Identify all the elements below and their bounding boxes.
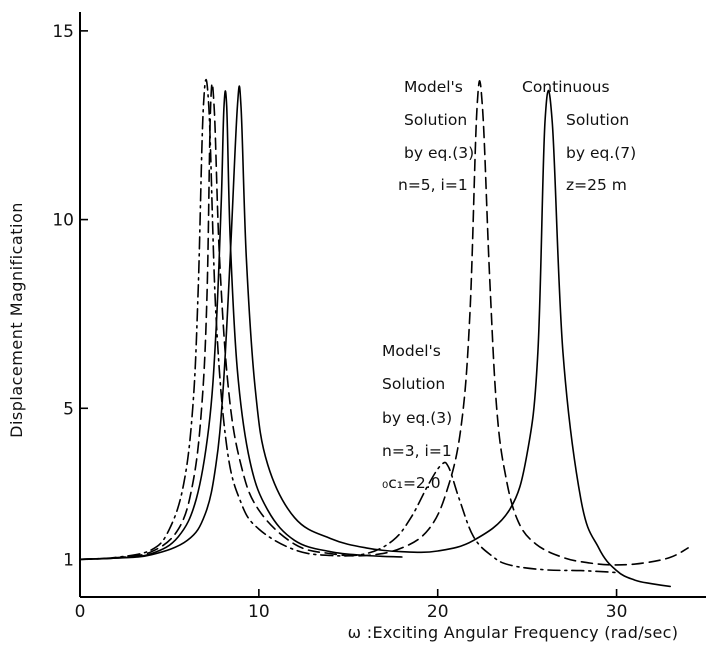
annotation-line: n=5, i=1 bbox=[398, 176, 468, 194]
x-tick-label: 30 bbox=[606, 602, 628, 622]
x-tick-label: 20 bbox=[427, 602, 449, 622]
annotation-line: by eq.(3) bbox=[404, 144, 474, 162]
y-tick-label: 1 bbox=[63, 550, 74, 570]
annotation-continuous: Continuous Solution by eq.(7) z=25 m bbox=[522, 78, 636, 194]
annotation-model-n3: Model's Solution by eq.(3) n=3, i=1 ₀c₁=… bbox=[382, 342, 452, 492]
x-ticks: 0 10 20 30 bbox=[75, 589, 628, 622]
x-axis-label: ω :Exciting Angular Frequency (rad/sec) bbox=[348, 623, 679, 642]
series-line-1 bbox=[79, 85, 671, 588]
annotation-model-n5: Model's Solution by eq.(3) n=5, i=1 bbox=[398, 78, 474, 194]
series bbox=[79, 79, 689, 588]
annotation-line: by eq.(3) bbox=[382, 409, 452, 427]
annotation-line: Solution bbox=[382, 375, 445, 393]
y-axis-label: Displacement Magnification bbox=[7, 202, 26, 438]
annotation-line: z=25 m bbox=[566, 176, 627, 194]
y-tick-label: 15 bbox=[52, 22, 74, 42]
x-tick-label: 0 bbox=[75, 602, 86, 622]
y-tick-label: 5 bbox=[63, 399, 74, 419]
annotation-line: Model's bbox=[404, 78, 463, 96]
series-line-2 bbox=[79, 90, 403, 561]
annotation-line: Solution bbox=[404, 111, 467, 129]
annotation-line: Solution bbox=[566, 111, 629, 129]
annotation-line: Continuous bbox=[522, 78, 610, 96]
axes bbox=[79, 12, 706, 598]
y-tick-label: 10 bbox=[52, 211, 74, 231]
x-tick-label: 10 bbox=[248, 602, 270, 622]
annotation-line: n=3, i=1 bbox=[382, 442, 452, 460]
annotation-line: Model's bbox=[382, 342, 441, 360]
annotation-line: by eq.(7) bbox=[566, 144, 636, 162]
series-line-4 bbox=[79, 79, 618, 574]
annotation-line: ₀c₁=2.0 bbox=[382, 474, 441, 492]
